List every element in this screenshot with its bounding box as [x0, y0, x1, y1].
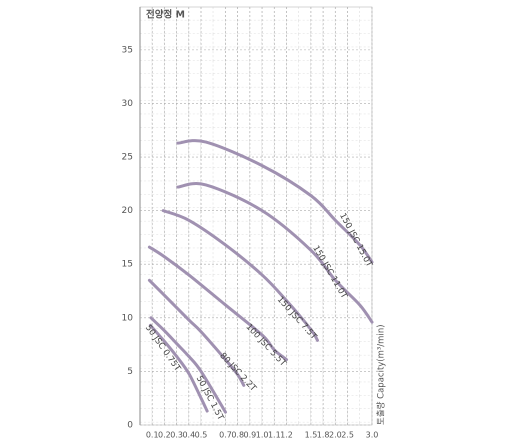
y-tick-label: 15 — [122, 260, 133, 270]
y-tick-label: 30 — [122, 99, 134, 109]
curve — [149, 316, 227, 414]
curve — [161, 209, 319, 342]
x-tick-label: 3.0 — [366, 431, 379, 440]
y-tick-label: 5 — [127, 367, 133, 377]
x-tick-label: 1.1 — [268, 431, 281, 440]
y-tick-label: 25 — [122, 153, 133, 163]
x-tick-label: 1.5 — [305, 431, 318, 440]
y-axis-title: 전양정 M — [146, 9, 185, 21]
x-tick-label: 2.0 — [329, 431, 342, 440]
y-tick-label: 0 — [127, 421, 133, 431]
y-tick-label: 20 — [122, 206, 134, 216]
x-tick-label: 0.5 — [195, 431, 208, 440]
x-tick-label: 0.7 — [219, 431, 232, 440]
x-tick-label: 0.4 — [182, 431, 195, 440]
curve — [148, 323, 209, 413]
x-tick-label: 0.1 — [146, 431, 159, 440]
x-tick-label: 1.2 — [280, 431, 293, 440]
x-axis-title: 토출량 Capacity(m³/min) — [376, 324, 387, 425]
x-tick-label: 0.9 — [244, 431, 257, 440]
curve — [147, 245, 289, 362]
curve — [176, 139, 374, 264]
y-tick-label: 10 — [122, 313, 134, 323]
x-tick-label: 0.3 — [170, 431, 183, 440]
curve — [147, 278, 246, 387]
x-tick-label: 1.0 — [256, 431, 269, 440]
curve — [176, 182, 374, 324]
x-tick-label: 0.8 — [231, 431, 244, 440]
y-tick-label: 35 — [122, 45, 133, 55]
x-tick-label: 1.8 — [317, 431, 330, 440]
x-tick-label: 2.5 — [341, 431, 354, 440]
x-tick-label: 0.2 — [158, 431, 171, 440]
